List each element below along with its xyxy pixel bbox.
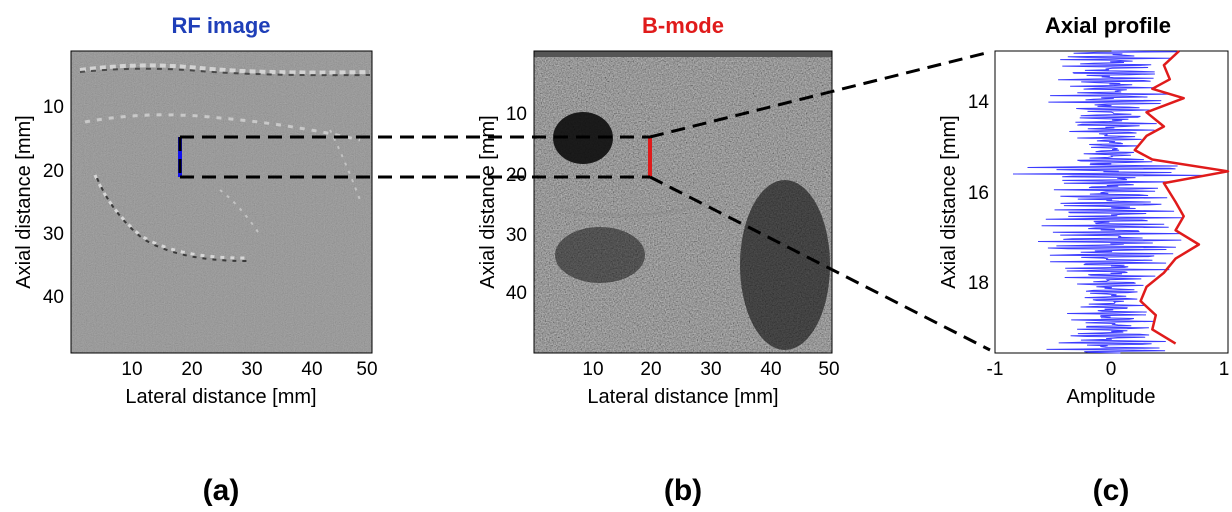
panel-a-xtick: 50: [356, 359, 377, 380]
bmode-image: [533, 50, 833, 354]
profile-traces: [1012, 50, 1230, 354]
panel-b-xtick: 30: [700, 359, 721, 380]
panel-b-xtick: 20: [640, 359, 661, 380]
panel-a-xtick: 40: [301, 359, 322, 380]
panel-b-ylabel: Axial distance [mm]: [477, 115, 499, 288]
rf-image: [70, 50, 373, 354]
panel-a-ytick: 20: [43, 161, 64, 182]
panel-b-xtick: 50: [818, 359, 839, 380]
panel-b-ytick: 30: [506, 225, 527, 246]
panel-a-xtick: 30: [241, 359, 262, 380]
panel-c-ytick: 18: [968, 273, 989, 294]
panel-b-xtick: 40: [760, 359, 781, 380]
panel-b-yticks: 10 20 30 40: [506, 104, 527, 304]
panel-c-ylabel: Axial distance [mm]: [938, 115, 960, 288]
envelope-trace: [1133, 50, 1230, 345]
panel-c-title: Axial profile: [1045, 13, 1171, 38]
panel-c-yticks: 14 16 18: [968, 92, 990, 294]
panel-c-xtick: 0: [1106, 359, 1117, 380]
panel-b-mode: B-mode 10 20 30 40 10 20 30 40 50 Latera…: [477, 13, 840, 507]
panel-b-title: B-mode: [642, 13, 724, 38]
panel-c-xlabel: Amplitude: [1067, 386, 1156, 408]
panel-b-ytick: 10: [506, 104, 527, 125]
rf-signal-trace: [1012, 50, 1202, 354]
panel-c-caption: (c): [1093, 474, 1130, 507]
panel-a-ytick: 30: [43, 224, 64, 245]
panel-a-ytick: 40: [43, 287, 64, 308]
panel-axial-profile: Axial profile 14 16 18 -1 0 1 Amplitude …: [938, 13, 1229, 507]
panel-a-ylabel: Axial distance [mm]: [13, 115, 35, 288]
panel-b-xtick: 10: [582, 359, 603, 380]
panel-a-xlabel: Lateral distance [mm]: [125, 386, 316, 408]
panel-c-xtick: 1: [1219, 359, 1230, 380]
panel-c-ytick: 16: [968, 183, 989, 204]
panel-a-xtick: 10: [121, 359, 142, 380]
panel-a-yticks: 10 20 30 40: [43, 97, 64, 308]
connector-lines: [178, 50, 991, 352]
panel-rf-image: RF image 10 20 30 40 10 20 30 40 50 L: [13, 13, 378, 507]
panel-a-ytick: 10: [43, 97, 64, 118]
panel-a-caption: (a): [203, 474, 240, 507]
panel-a-xtick: 20: [181, 359, 202, 380]
zoom-line-upper: [649, 50, 991, 139]
panel-c-xtick: -1: [987, 359, 1004, 380]
panel-a-title: RF image: [171, 13, 270, 38]
panel-b-ytick: 40: [506, 283, 527, 304]
panel-a-xticks: 10 20 30 40 50: [121, 359, 377, 380]
zoom-line-lower: [649, 175, 991, 352]
panel-c-xticks: -1 0 1: [987, 359, 1230, 380]
panel-b-caption: (b): [664, 474, 702, 507]
panel-b-xlabel: Lateral distance [mm]: [587, 386, 778, 408]
panel-c-ytick: 14: [968, 92, 990, 113]
panel-b-xticks: 10 20 30 40 50: [582, 359, 839, 380]
